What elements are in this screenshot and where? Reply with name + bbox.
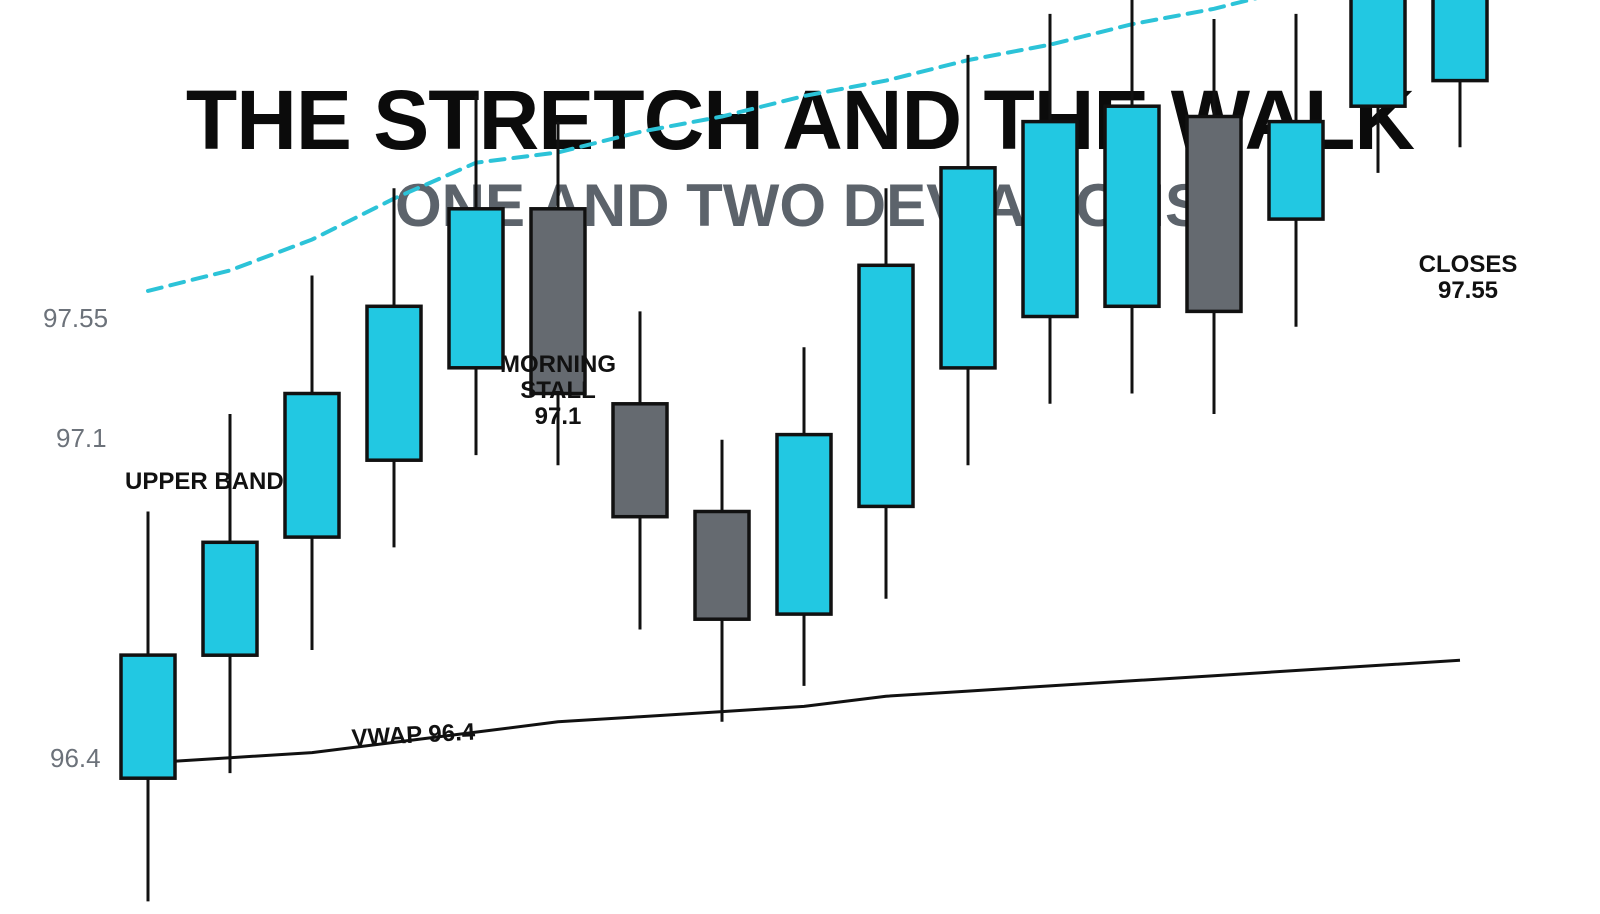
morning-stall-label-line3: 97.1	[535, 403, 582, 430]
upper-band-line	[146, 0, 1258, 293]
candle	[119, 511, 177, 902]
candle	[1349, 0, 1407, 173]
bearish-candle-body	[611, 402, 669, 519]
bearish-candle-body	[529, 207, 587, 396]
bullish-candle-body	[775, 432, 833, 616]
bullish-candle-body	[119, 653, 177, 780]
candles-layer	[119, 0, 1489, 902]
candle	[1021, 13, 1079, 404]
candle	[1185, 19, 1243, 414]
bullish-candle-body	[857, 263, 915, 509]
upper-band-label: UPPER BAND	[125, 468, 284, 495]
upper-band-layer	[146, 0, 1258, 293]
y-tick-label: 97.55	[43, 303, 108, 333]
candle	[201, 414, 259, 774]
morning-stall-label-line1: MORNING	[500, 351, 616, 378]
candle	[1431, 0, 1489, 148]
candle	[365, 188, 423, 548]
candle	[611, 311, 669, 630]
candle	[1267, 13, 1325, 327]
candle	[283, 275, 341, 650]
candle	[693, 439, 751, 722]
bullish-candle-body	[201, 540, 259, 657]
vwap-line	[147, 658, 1461, 765]
candle	[529, 121, 587, 466]
candle	[939, 54, 997, 466]
close-label-line1: CLOSES	[1419, 251, 1518, 278]
close-label-line2: 97.55	[1438, 277, 1498, 304]
y-axis-ticks: 97.55 97.1 96.4	[43, 303, 108, 773]
bullish-candle-body	[447, 207, 505, 370]
bullish-candle-body	[1021, 119, 1079, 319]
bullish-candle-body	[283, 391, 341, 539]
bullish-candle-body	[1349, 0, 1407, 108]
bearish-candle-body	[693, 509, 751, 621]
vwap-layer	[147, 658, 1461, 765]
bullish-candle-body	[939, 166, 997, 370]
candle	[775, 347, 833, 686]
vwap-label: VWAP 96.4	[351, 719, 477, 752]
bullish-candle-body	[365, 304, 423, 462]
morning-stall-label-line2: STALL	[520, 377, 596, 404]
y-tick-label: 97.1	[56, 423, 107, 453]
candle	[857, 188, 915, 599]
y-tick-label: 96.4	[50, 743, 101, 773]
candle	[447, 96, 505, 456]
annotations: UPPER BAND VWAP 96.4 MORNING STALL 97.1 …	[125, 251, 1517, 752]
candle	[1103, 0, 1161, 394]
bullish-candle-body	[1103, 104, 1161, 309]
bullish-candle-body	[1267, 119, 1325, 221]
bullish-candle-body	[1431, 0, 1489, 83]
bearish-candle-body	[1185, 114, 1243, 314]
